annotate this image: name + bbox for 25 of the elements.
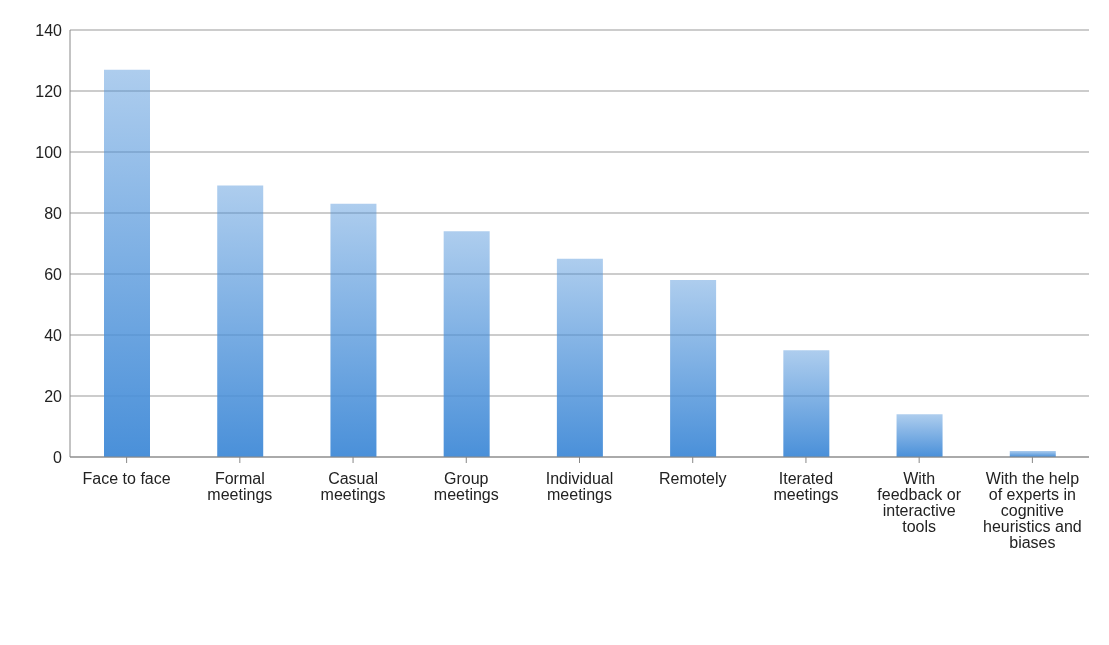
y-tick-label: 20	[44, 387, 63, 405]
bar	[670, 280, 717, 457]
bar	[104, 69, 150, 457]
y-tick-label: 80	[44, 204, 63, 222]
bar	[217, 185, 264, 457]
y-tick-label: 120	[35, 82, 63, 100]
x-tick-label: Casual meetings	[320, 470, 386, 504]
x-tick-label: With feedback or interactive tools	[877, 470, 962, 536]
bar	[896, 414, 943, 457]
x-tick-label: Formal meetings	[207, 470, 273, 504]
y-tick-label: 60	[44, 265, 63, 283]
x-tick-label: Remotely	[658, 470, 727, 488]
bar	[783, 350, 830, 457]
y-tick-label: 0	[53, 448, 63, 466]
bar	[443, 231, 490, 457]
y-tick-label: 100	[35, 143, 63, 161]
bar	[556, 258, 603, 457]
x-tick-label: With the help of experts in cognitive heuristics and biases	[983, 470, 1082, 552]
x-tick-label: Iterated meetings	[773, 470, 839, 504]
x-tick-label: Face to face	[82, 470, 171, 488]
y-tick-label: 140	[35, 21, 63, 39]
x-tick-label: Individual meetings	[545, 470, 614, 504]
x-tick-label: Group meetings	[433, 470, 499, 504]
bar	[330, 203, 377, 457]
y-tick-label: 40	[44, 326, 63, 344]
